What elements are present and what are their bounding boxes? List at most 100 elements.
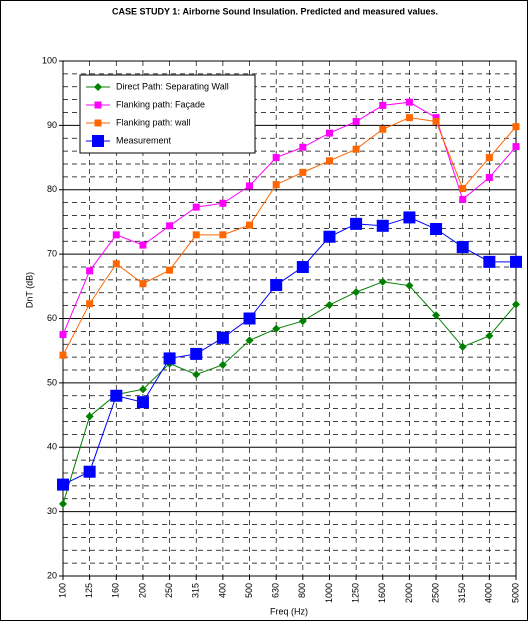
marker	[379, 101, 387, 109]
x-tick-label: 2500	[430, 583, 440, 603]
marker	[83, 465, 96, 478]
marker	[485, 174, 493, 182]
marker	[352, 118, 360, 126]
marker	[219, 231, 227, 239]
marker	[485, 154, 493, 162]
marker	[379, 125, 387, 133]
series-line	[62, 101, 517, 335]
marker	[110, 389, 123, 402]
marker	[325, 300, 334, 309]
marker	[272, 181, 280, 189]
marker	[192, 203, 200, 211]
marker	[85, 412, 94, 421]
x-tick-label: 1000	[324, 583, 334, 603]
marker	[166, 222, 174, 230]
legend-label: Direct Path: Separating Wall	[116, 81, 229, 91]
y-tick-label: 50	[47, 377, 57, 387]
marker	[459, 184, 467, 192]
marker	[216, 331, 229, 344]
marker	[59, 331, 67, 339]
marker	[512, 123, 520, 131]
marker	[219, 199, 227, 207]
marker	[458, 342, 467, 351]
marker	[94, 119, 102, 127]
x-tick-label: 630	[271, 583, 281, 598]
marker	[59, 499, 67, 508]
y-tick-label: 60	[47, 313, 57, 323]
marker	[430, 223, 443, 236]
x-tick-label: 4000	[484, 583, 494, 603]
marker	[350, 217, 363, 230]
marker	[246, 221, 254, 229]
marker	[432, 114, 440, 122]
marker	[190, 347, 203, 360]
marker	[86, 300, 94, 308]
marker	[245, 336, 254, 345]
y-tick-label: 90	[47, 120, 57, 130]
x-tick-label: 800	[297, 583, 307, 598]
series-line	[62, 117, 517, 356]
marker	[325, 157, 333, 165]
marker	[485, 331, 494, 340]
marker	[112, 231, 120, 239]
marker	[192, 370, 201, 379]
marker	[512, 300, 520, 309]
marker	[138, 385, 147, 394]
legend-box	[79, 74, 256, 154]
marker	[94, 101, 102, 109]
marker	[112, 260, 120, 268]
x-tick-label: 1600	[377, 583, 387, 603]
marker	[456, 241, 469, 254]
x-axis-title: Freq (Hz)	[270, 606, 308, 616]
marker	[94, 83, 102, 91]
x-tick-label: 5000	[510, 583, 520, 603]
marker	[86, 267, 94, 275]
marker	[163, 352, 176, 365]
marker	[512, 143, 520, 151]
marker	[57, 478, 69, 491]
marker	[298, 317, 307, 326]
y-tick-label: 30	[47, 506, 57, 516]
x-tick-label: 315	[191, 583, 201, 598]
legend-label: Flanking path: Façade	[116, 99, 205, 109]
marker	[405, 281, 414, 290]
marker	[376, 219, 389, 232]
y-axis-title: DnT (dB)	[24, 272, 34, 308]
marker	[405, 114, 413, 122]
x-tick-label: 400	[217, 583, 227, 598]
y-tick-label: 100	[42, 55, 57, 65]
marker	[59, 351, 67, 359]
marker	[139, 280, 147, 288]
marker	[192, 231, 200, 239]
marker	[246, 182, 254, 190]
x-tick-label: 500	[244, 583, 254, 598]
y-tick-label: 80	[47, 184, 57, 194]
y-tick-label: 40	[47, 442, 57, 452]
marker	[299, 168, 307, 176]
marker	[136, 396, 149, 409]
x-tick-label: 2000	[404, 583, 414, 603]
marker	[270, 279, 283, 292]
marker	[296, 261, 309, 273]
legend-label: Flanking path: wall	[116, 117, 191, 127]
marker	[272, 324, 281, 333]
chart-title: CASE STUDY 1: Airborne Sound Insulation.…	[112, 6, 438, 16]
x-tick-label: 3150	[457, 583, 467, 603]
marker	[510, 255, 522, 268]
marker	[432, 311, 441, 320]
marker	[325, 129, 333, 137]
marker	[323, 230, 336, 243]
marker	[378, 277, 387, 286]
marker	[218, 360, 227, 369]
x-tick-label: 125	[84, 583, 94, 598]
x-tick-label: 250	[164, 583, 174, 598]
x-tick-label: 100	[57, 583, 67, 598]
y-tick-label: 70	[47, 249, 57, 259]
series-line	[62, 281, 517, 505]
marker	[405, 98, 413, 106]
marker	[352, 145, 360, 153]
legend-label: Measurement	[116, 135, 172, 145]
marker	[139, 241, 147, 249]
marker	[166, 266, 174, 274]
